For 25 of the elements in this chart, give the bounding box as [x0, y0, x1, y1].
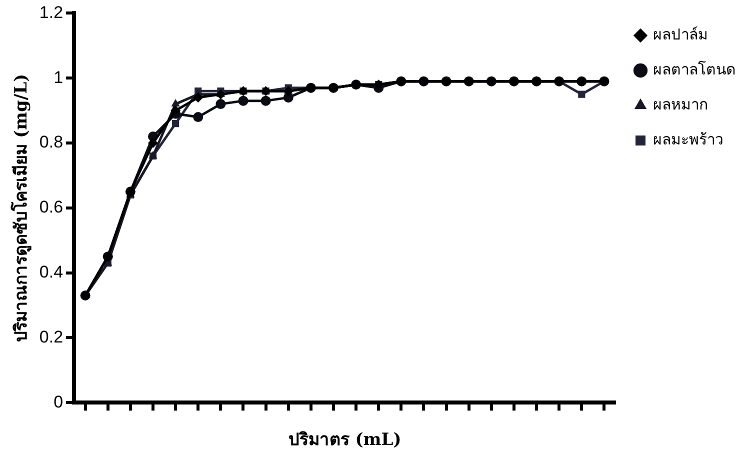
point	[171, 99, 180, 107]
point	[172, 120, 180, 128]
legend-label: ผลปาล์ม	[653, 25, 708, 44]
point	[260, 96, 271, 106]
point	[193, 112, 204, 122]
y-tick-label: 0	[54, 392, 64, 412]
x-axis-title: ปริมาตร (mL)	[288, 430, 402, 450]
y-axis-title: ปริมาณการดูดซับโครเมียม (mg/L)	[10, 74, 33, 342]
point	[170, 106, 181, 116]
point	[283, 86, 294, 96]
legend-label: ผลมะพร้าว	[653, 130, 723, 148]
y-tick-label: 0.6	[39, 198, 64, 217]
point	[148, 138, 158, 148]
y-tick-label: 1.2	[39, 2, 64, 22]
point	[216, 99, 226, 110]
y-tick-label: 0.4	[39, 262, 64, 282]
point	[238, 96, 248, 106]
y-tick-label: 0.2	[39, 327, 64, 346]
point	[193, 92, 204, 103]
point	[578, 90, 586, 98]
y-tick-label: 1	[54, 68, 64, 87]
legend-label: ผลหมาก	[653, 95, 708, 114]
point	[216, 89, 226, 100]
legend-label: ผลตาลโตนด	[653, 60, 736, 78]
y-tick-label: 0.8	[39, 132, 64, 152]
